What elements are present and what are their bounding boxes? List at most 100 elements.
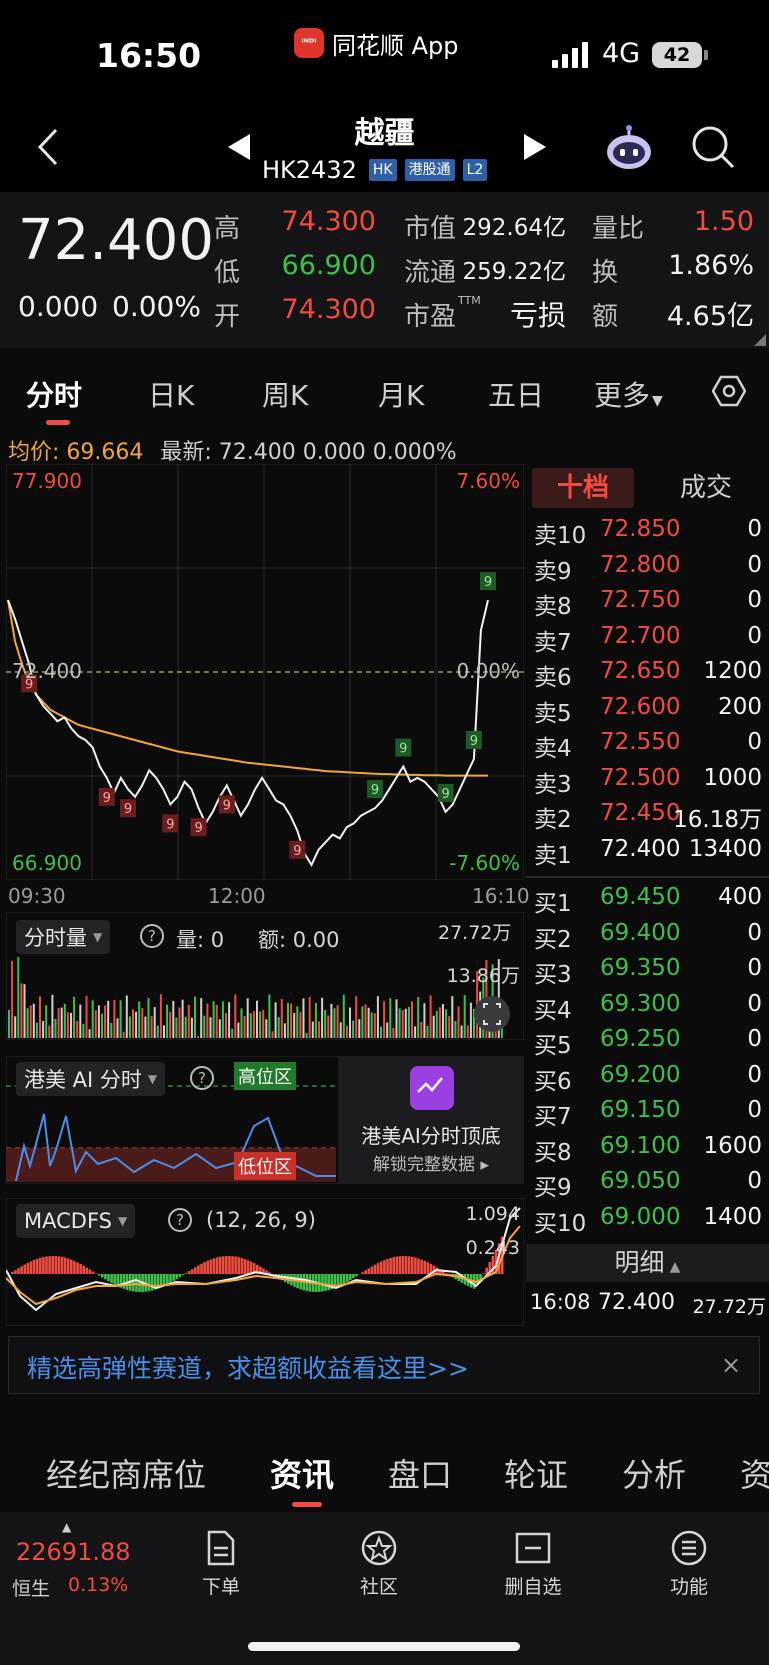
volume-bar bbox=[85, 995, 88, 1038]
bid-row[interactable]: 买4 69.300 0 bbox=[530, 991, 766, 1025]
macd-bar bbox=[66, 1258, 70, 1274]
tab-news[interactable]: 资讯 bbox=[270, 1456, 335, 1494]
volume-indicator-select[interactable]: 分时量 ▼ bbox=[16, 920, 111, 954]
bid-row[interactable]: 买6 69.200 0 bbox=[530, 1062, 766, 1096]
tab-orderbook[interactable]: 盘口 bbox=[388, 1456, 453, 1494]
bid-row[interactable]: 买9 69.050 0 bbox=[530, 1168, 766, 1202]
index-value[interactable]: 22691.88 bbox=[16, 1538, 131, 1566]
tab-intraday[interactable]: 分时 bbox=[26, 379, 83, 412]
signal-icon bbox=[552, 42, 588, 68]
tab-analysis[interactable]: 分析 bbox=[622, 1456, 687, 1494]
macd-indicator-select[interactable]: MACDFS ▼ bbox=[16, 1204, 136, 1238]
ask-row[interactable]: 卖8 72.750 0 bbox=[530, 587, 766, 621]
bottom-tab-indicator bbox=[292, 1502, 322, 1507]
signal-marker-label: 9 bbox=[371, 783, 379, 798]
ask-row[interactable]: 卖9 72.800 0 bbox=[530, 552, 766, 586]
ai-indicator-select[interactable]: 港美 AI 分时 ▼ bbox=[16, 1062, 166, 1096]
bid-row[interactable]: 买10 69.000 1400 bbox=[530, 1204, 766, 1238]
volume-bar bbox=[445, 1009, 448, 1038]
tab-warrants[interactable]: 轮证 bbox=[504, 1456, 569, 1494]
close-icon[interactable]: × bbox=[721, 1351, 742, 1379]
help-icon[interactable]: ? bbox=[168, 1208, 192, 1232]
signal-marker-box bbox=[367, 780, 384, 799]
x-label-open: 09:30 bbox=[8, 884, 66, 908]
tab-ten-levels[interactable]: 十档 bbox=[532, 468, 634, 508]
tab-weekly-k[interactable]: 周K bbox=[262, 379, 309, 412]
bid-row[interactable]: 买2 69.400 0 bbox=[530, 920, 766, 954]
price-change-pct: 0.00% bbox=[112, 290, 201, 323]
macd-bar bbox=[172, 1274, 175, 1281]
ai-promo-sub[interactable]: 解锁完整数据 ▸ bbox=[338, 1150, 524, 1175]
macd-bar bbox=[76, 1262, 79, 1274]
ask-row[interactable]: 卖1 72.400 13400 bbox=[530, 836, 766, 870]
bid-row[interactable]: 买3 69.350 0 bbox=[530, 955, 766, 989]
banner-text[interactable]: 精选高弹性赛道，求超额收益看这里>> bbox=[27, 1354, 469, 1383]
ask-row[interactable]: 卖5 72.600 200 bbox=[530, 694, 766, 728]
macd-bar bbox=[367, 1268, 371, 1274]
volume-bar bbox=[308, 996, 311, 1038]
volume-bar bbox=[414, 1026, 417, 1038]
volume-bar bbox=[197, 1036, 200, 1038]
fullscreen-icon[interactable] bbox=[474, 996, 510, 1032]
tab-daily-k[interactable]: 日K bbox=[148, 379, 195, 412]
bid-row[interactable]: 买5 69.250 0 bbox=[530, 1026, 766, 1060]
robot-assistant-icon[interactable] bbox=[604, 124, 654, 174]
volume-bar bbox=[194, 996, 196, 1038]
community-button[interactable]: 社区 bbox=[334, 1528, 424, 1599]
promo-banner[interactable]: 精选高弹性赛道，求超额收益看这里>> × bbox=[8, 1336, 760, 1394]
tab-trades[interactable]: 成交 bbox=[679, 473, 732, 503]
settings-hex-icon[interactable] bbox=[712, 374, 746, 408]
macd-bar bbox=[14, 1270, 17, 1274]
macd-bar bbox=[404, 1256, 408, 1274]
functions-button[interactable]: 功能 bbox=[644, 1528, 734, 1599]
volume-bar bbox=[370, 1012, 373, 1038]
bid-row[interactable]: 买7 69.150 0 bbox=[530, 1097, 766, 1131]
volume-bar bbox=[166, 1004, 169, 1038]
home-indicator[interactable] bbox=[248, 1642, 520, 1651]
macd-bar bbox=[20, 1266, 23, 1274]
macd-bar bbox=[249, 1261, 253, 1274]
volume-bar bbox=[79, 1004, 82, 1038]
macd-bar bbox=[218, 1256, 222, 1274]
help-icon[interactable]: ? bbox=[190, 1066, 214, 1090]
search-icon[interactable] bbox=[690, 124, 736, 170]
menu-icon bbox=[671, 1530, 707, 1566]
volume-bar bbox=[70, 1012, 72, 1038]
tab-five-day[interactable]: 五日 bbox=[488, 379, 545, 412]
tab-brokers[interactable]: 经纪商席位 bbox=[46, 1456, 207, 1494]
macd-bar bbox=[42, 1257, 45, 1274]
volume-bar bbox=[451, 996, 454, 1038]
ask-row[interactable]: 卖7 72.700 0 bbox=[530, 623, 766, 657]
order-button[interactable]: 下单 bbox=[176, 1528, 266, 1599]
macd-bar bbox=[383, 1260, 386, 1274]
ask-row[interactable]: 卖6 72.650 1200 bbox=[530, 658, 766, 692]
macd-bar bbox=[206, 1260, 209, 1274]
remove-watchlist-button[interactable]: 删自选 bbox=[488, 1528, 578, 1599]
volume-bar bbox=[113, 999, 116, 1038]
signal-marker-label: 9 bbox=[124, 802, 132, 817]
ai-promo-title[interactable]: 港美AI分时顶底 bbox=[361, 1124, 501, 1148]
bid-row[interactable]: 买1 69.450 400 bbox=[530, 884, 766, 918]
ask-row[interactable]: 卖4 72.550 0 bbox=[530, 729, 766, 763]
macd-bar bbox=[349, 1274, 352, 1281]
tab-overflow[interactable]: 资 bbox=[740, 1456, 769, 1494]
volume-bar bbox=[135, 1011, 138, 1038]
bid-row[interactable]: 买8 69.100 1600 bbox=[530, 1133, 766, 1167]
prev-stock-icon[interactable] bbox=[226, 132, 252, 162]
expand-corner-icon[interactable] bbox=[754, 334, 766, 346]
open-value: 74.300 bbox=[281, 294, 376, 325]
ask-row[interactable]: 卖3 72.500 1000 bbox=[530, 765, 766, 799]
ask-row[interactable]: 卖2 72.450 16.18万 bbox=[530, 800, 766, 834]
volume-bar bbox=[184, 1016, 187, 1038]
macd-bar bbox=[342, 1274, 346, 1284]
macd-bar bbox=[159, 1274, 163, 1288]
back-icon[interactable] bbox=[30, 122, 70, 172]
tab-more[interactable]: 更多 ▼ bbox=[594, 374, 663, 414]
next-stock-icon[interactable] bbox=[522, 132, 548, 162]
detail-button[interactable]: 明细 ▲ bbox=[526, 1244, 769, 1282]
ask-row[interactable]: 卖10 72.850 0 bbox=[530, 516, 766, 550]
help-icon[interactable]: ? bbox=[140, 924, 164, 948]
price-bottom-label: 66.900 bbox=[12, 851, 82, 875]
tab-monthly-k[interactable]: 月K bbox=[378, 379, 425, 412]
